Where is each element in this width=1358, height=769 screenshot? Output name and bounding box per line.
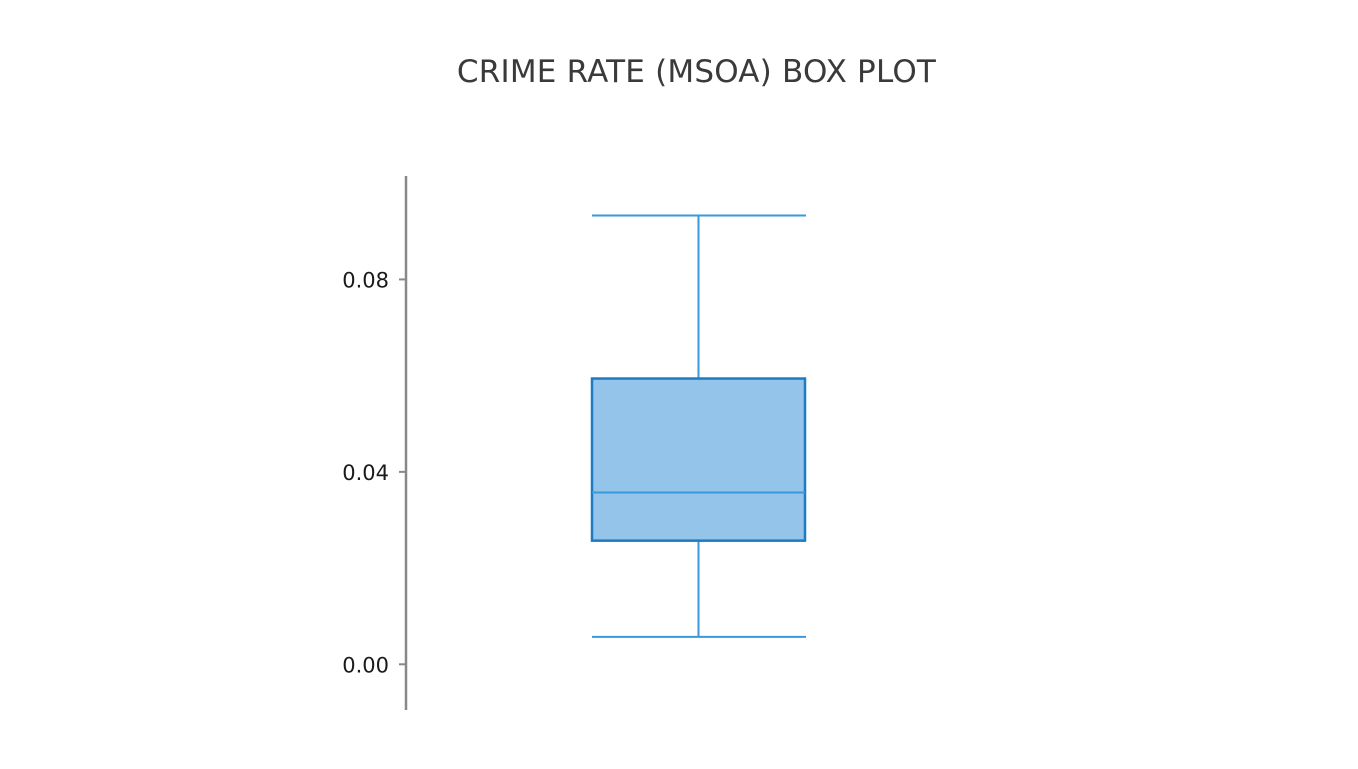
box-plot — [590, 214, 807, 638]
interquartile-box — [590, 377, 807, 542]
y-tick-label: 0.00 — [342, 653, 389, 677]
y-axis: 0.00 0.04 0.08 — [342, 176, 408, 710]
y-tick-label: 0.04 — [342, 461, 389, 485]
chart-title: CRIME RATE (MSOA) BOX PLOT — [456, 54, 937, 90]
y-tick-label: 0.08 — [342, 268, 389, 292]
